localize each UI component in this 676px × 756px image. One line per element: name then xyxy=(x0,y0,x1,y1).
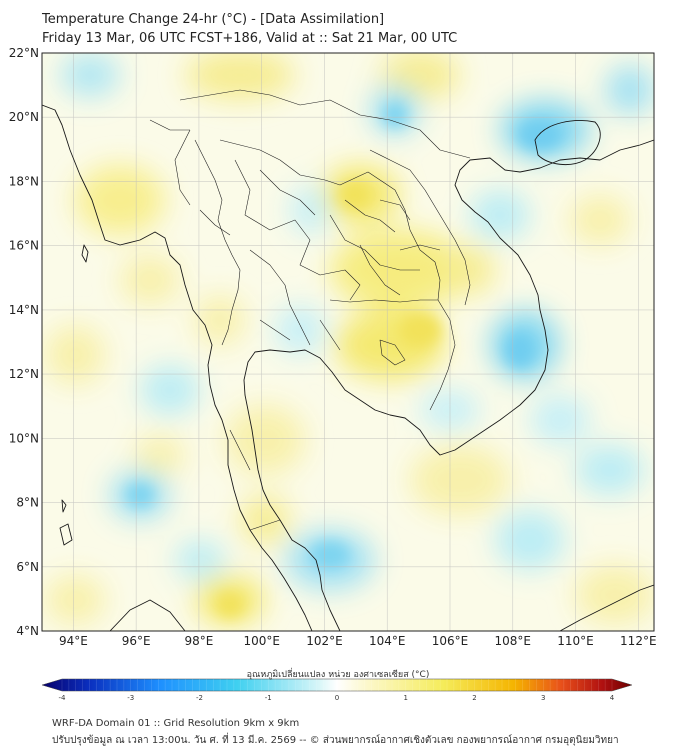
colorbar-tick-label: 4 xyxy=(610,694,615,702)
lon-label: 96°E xyxy=(122,634,151,648)
temperature-field xyxy=(42,53,654,631)
colorbar-tick-label: 1 xyxy=(404,694,408,702)
colorbar-tick-label: 0 xyxy=(335,694,339,702)
lat-label: 18°N xyxy=(9,174,39,188)
colorbar-ramp xyxy=(41,678,633,692)
colorbar-label: อุณหภูมิเปลี่ยนแปลง หน่วย องศาเซลเซียส (… xyxy=(246,670,430,680)
coastlines xyxy=(42,104,654,631)
lon-label: 104°E xyxy=(369,634,406,648)
latitude-labels: 22°N 20°N 18°N 16°N 14°N 12°N 10°N 8°N 6°N 4°N xyxy=(9,46,39,638)
footer-update-info: ปรับปรุงข้อมูล ณ เวลา 13:00น. วัน ศ. ที่… xyxy=(52,735,619,746)
lat-label: 10°N xyxy=(9,431,39,445)
lat-label: 16°N xyxy=(9,239,39,253)
lon-label: 94°E xyxy=(59,634,88,648)
lat-label: 4°N xyxy=(16,624,39,638)
lat-label: 22°N xyxy=(9,46,39,60)
colorbar-tick-label: -1 xyxy=(265,694,272,702)
map-gridlines xyxy=(42,53,654,631)
lat-label: 6°N xyxy=(16,560,39,574)
colorbar-tick-label: 2 xyxy=(472,694,476,702)
colorbar-tick-label: -4 xyxy=(59,694,67,702)
map-frame xyxy=(41,52,655,632)
colorbar-ticks: -4 -3 -2 -1 0 1 2 3 4 xyxy=(59,679,615,702)
colorbar: -4 -3 -2 -1 0 1 2 3 4 xyxy=(41,678,633,702)
lon-label: 100°E xyxy=(243,634,280,648)
lat-label: 14°N xyxy=(9,303,39,317)
colorbar-tick-label: 3 xyxy=(541,694,545,702)
lat-label: 20°N xyxy=(9,110,39,124)
colorbar-tick-label: -2 xyxy=(196,694,203,702)
country-borders xyxy=(149,89,471,531)
longitude-labels: 94°E 96°E 98°E 100°E 102°E 104°E 106°E 108°E 110… xyxy=(59,634,657,648)
lat-label: 12°N xyxy=(9,367,39,381)
colorbar-tick-label: -3 xyxy=(127,694,134,702)
lon-label: 106°E xyxy=(432,634,469,648)
footer-model-info: WRF-DA Domain 01 :: Grid Resolution 9km … xyxy=(52,718,300,729)
map-subtitle: Friday 13 Mar, 06 UTC FCST+186, Valid at… xyxy=(42,31,458,46)
lon-label: 108°E xyxy=(495,634,532,648)
lon-label: 98°E xyxy=(184,634,213,648)
lon-label: 112°E xyxy=(620,634,657,648)
lon-label: 110°E xyxy=(557,634,594,648)
map-title: Temperature Change 24-hr (°C) - [Data As… xyxy=(42,12,385,27)
lon-label: 102°E xyxy=(306,634,343,648)
lat-label: 8°N xyxy=(16,496,39,510)
